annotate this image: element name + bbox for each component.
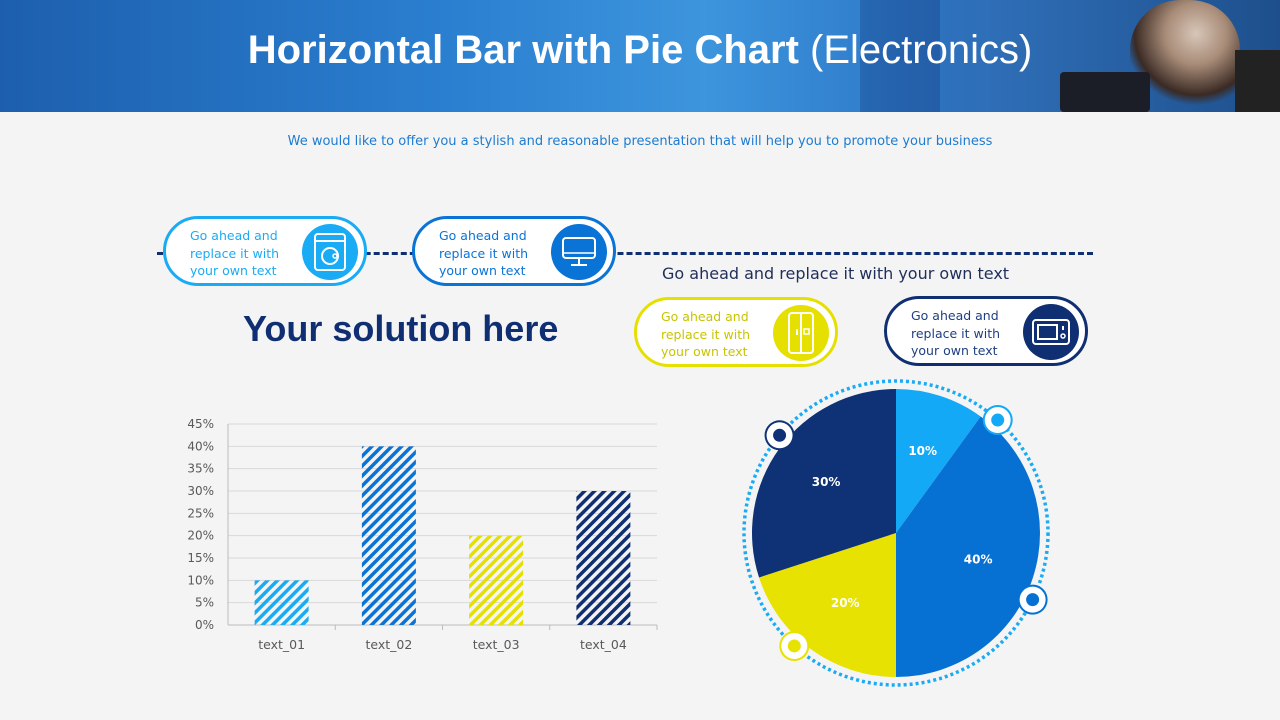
callout-refrigerator: Go ahead and replace it with your own te… [634,297,838,367]
monitor-icon [551,224,607,280]
y-tick-label: 30% [187,484,214,498]
y-tick-label: 20% [187,529,214,543]
bar-text_04 [576,491,631,625]
bar-text_01 [254,580,309,625]
subtitle: We would like to offer you a stylish and… [287,134,993,149]
y-tick-label: 35% [187,462,214,476]
callout-monitor: Go ahead and replace it with your own te… [412,216,616,286]
y-tick-label: 40% [187,439,214,453]
header-photo [860,0,1280,112]
pie-marker-dot [773,428,787,442]
x-tick-label: text_04 [580,637,627,652]
washing-machine-icon [302,224,358,280]
y-tick-label: 45% [187,417,214,431]
pie-marker-dot [1026,593,1040,607]
x-tick-label: text_03 [473,637,520,652]
header-banner: Horizontal Bar with Pie Chart (Electroni… [0,0,1280,112]
page-title: Horizontal Bar with Pie Chart (Electroni… [0,28,1280,73]
pie-label: 10% [908,444,937,458]
title-bold: Horizontal Bar with Pie Chart [247,28,799,72]
y-tick-label: 0% [195,618,214,632]
y-tick-label: 10% [187,573,214,587]
pie-slice-10% [896,389,981,533]
callout-microwave: Go ahead and replace it with your own te… [884,296,1088,366]
callout-text: Go ahead and replace it with your own te… [439,228,529,278]
pie-slice-30% [752,389,896,578]
callout-text: Go ahead and replace it with your own te… [190,228,280,278]
title-light: (Electronics) [810,28,1033,72]
refrigerator-icon [773,305,829,361]
pie-slice-40% [896,416,1040,677]
bar-chart: 0% 5% 10% 15% 20% 25% 30% 35% 40% 45% text_01 text_… [187,417,658,652]
callout-text: Go ahead and replace it with your own te… [911,308,1001,358]
dashed-connector [157,252,1093,255]
x-tick-label: text_01 [258,637,305,652]
solution-heading: Your solution here [243,308,559,349]
pie-label: 20% [831,596,860,610]
x-tick-label: text_02 [365,637,412,652]
pie-label: 40% [964,553,993,567]
y-tick-label: 25% [187,506,214,520]
bar-text_03 [469,535,524,625]
pie-marker-dot [787,639,801,653]
mid-text: Go ahead and replace it with your own te… [662,264,1010,283]
pie-marker-dot [991,413,1005,427]
y-tick-label: 15% [187,551,214,565]
dotted-ring [742,379,1050,687]
microwave-icon [1023,304,1079,360]
bar-text_02 [361,446,416,625]
pie-label: 30% [812,475,841,489]
callout-washing-machine: Go ahead and replace it with your own te… [163,216,367,286]
pie-slice-20% [759,533,896,677]
y-tick-label: 5% [195,596,214,610]
pie-chart: 10% 40% 20% 30% [742,379,1050,687]
callout-text: Go ahead and replace it with your own te… [661,309,751,359]
